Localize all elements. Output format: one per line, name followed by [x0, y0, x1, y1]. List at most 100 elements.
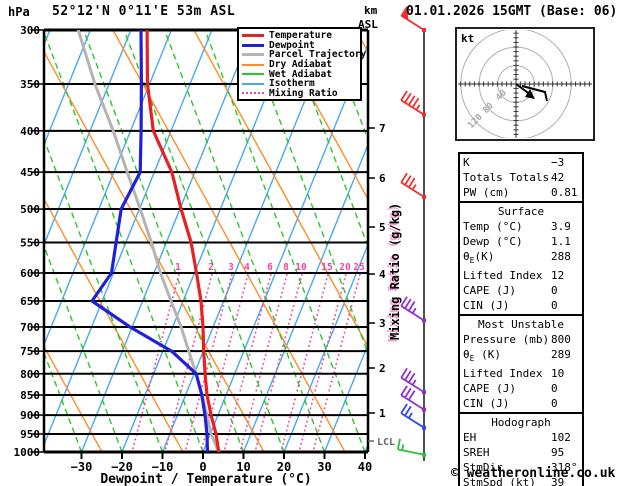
svg-text:3: 3 — [228, 262, 234, 273]
legend-swatch-temperature — [242, 34, 264, 38]
legend-item: Wet Adiabat — [242, 68, 360, 80]
svg-text:25: 25 — [353, 262, 365, 273]
svg-text:Mixing Ratio (g/kg): Mixing Ratio (g/kg) — [386, 205, 400, 342]
table-row: PW (cm) 0.81 — [463, 185, 579, 200]
svg-text:950: 950 — [20, 428, 40, 441]
svg-text:6: 6 — [267, 262, 273, 273]
wind-barb — [400, 296, 426, 323]
table-row-value: 1.1 — [551, 235, 571, 248]
svg-text:4: 4 — [244, 262, 250, 273]
svg-text:10: 10 — [295, 262, 307, 273]
svg-text:1: 1 — [379, 407, 386, 420]
legend-label: Isotherm — [269, 78, 315, 90]
table-row: CIN (J) 0 — [463, 298, 579, 313]
table-section-surface: Surface Temp (°C) 3.9 Dewp (°C) 1.1 θE(K) 288 L… — [458, 201, 584, 317]
table-row-value: 42 — [551, 171, 565, 184]
svg-text:1: 1 — [175, 262, 181, 273]
legend-label: Mixing Ratio — [269, 87, 338, 99]
table-row-label: Totals Totals — [463, 171, 550, 184]
table-row-label: θE (K) — [463, 348, 501, 364]
table-row: Dewp (°C) 1.1 — [463, 234, 579, 249]
dewpoint-curve — [90, 30, 210, 452]
svg-text:700: 700 — [20, 321, 40, 334]
table-row: Lifted Index 12 — [463, 268, 579, 283]
legend-swatch-dry_adiabat — [242, 63, 264, 66]
table-row-label: Pressure (mb) — [463, 333, 550, 347]
wind-barb — [400, 172, 426, 199]
svg-text:5: 5 — [379, 221, 386, 234]
svg-text:hPa: hPa — [8, 5, 30, 19]
svg-text:3: 3 — [379, 317, 386, 330]
table-row-value: 318° — [551, 461, 578, 475]
table-row-value: 95 — [551, 446, 565, 460]
legend-item: Parcel Trajectory — [242, 49, 366, 60]
legend-swatch-wet_adiabat — [242, 73, 264, 76]
legend-item: Dewpoint — [242, 40, 360, 51]
legend-item: Temperature — [242, 30, 360, 41]
svg-text:850: 850 — [20, 389, 40, 402]
table-row-label: StmDir — [463, 461, 503, 475]
table-row: EH 102 — [463, 430, 579, 445]
table-row-label: StmSpd (kt) — [463, 476, 536, 486]
table-row-value: 289 — [551, 348, 571, 362]
hodograph-trace-branch — [521, 85, 548, 102]
svg-text:15: 15 — [321, 262, 333, 273]
svg-text:−30: −30 — [71, 460, 93, 474]
legend-swatch-isotherm — [242, 82, 264, 85]
table-row-label: CIN (J) — [463, 299, 510, 313]
table-row-label: Temp (°C) — [463, 220, 523, 233]
table-row: K −3 — [463, 155, 579, 170]
wind-barb — [400, 403, 426, 430]
table-row-value: 3.9 — [551, 220, 571, 233]
svg-text:350: 350 — [20, 78, 40, 91]
legend-swatch-mixing_ratio — [242, 92, 264, 95]
table-row-value: 0.81 — [551, 186, 578, 199]
svg-text:8: 8 — [283, 262, 289, 273]
table-row: CIN (J) 0 — [463, 396, 579, 411]
svg-text:300: 300 — [20, 24, 40, 37]
run-datetime: 01.01.2026 15GMT (Base: 06) — [406, 4, 618, 19]
table-row-label: CIN (J) — [463, 397, 510, 411]
legend-label: Wet Adiabat — [269, 68, 332, 80]
table-row: StmDir 318° — [463, 460, 579, 475]
svg-text:450: 450 — [20, 166, 40, 179]
legend-item: Mixing Ratio — [242, 87, 360, 99]
table-row-value: 800 — [551, 333, 571, 347]
wind-barb — [400, 90, 426, 117]
svg-text:2: 2 — [208, 262, 214, 273]
svg-text:20: 20 — [277, 460, 291, 474]
svg-text:7: 7 — [379, 122, 386, 135]
table-row-label: K — [463, 156, 470, 169]
table-row-value: 0 — [551, 382, 558, 396]
mixing-ratio-labels: 1 2 3 4 6 8 10 15 20 25 Mixing Ratio (g/kg)Mixing … — [175, 203, 402, 342]
svg-text:ASL: ASL — [358, 18, 378, 31]
svg-text:20: 20 — [339, 262, 351, 273]
table-row: StmSpd (kt) 39 — [463, 475, 579, 486]
table-row-value: 0 — [551, 397, 558, 411]
table-row-value: 0 — [551, 284, 558, 298]
table-row: Totals Totals 42 — [463, 170, 579, 185]
svg-text:400: 400 — [20, 125, 40, 138]
svg-text:Mixing Ratio (g/kg): Mixing Ratio (g/kg) — [388, 203, 402, 340]
table-section-hodograph: Hodograph EH 102 SREH 95 StmDir 318° StmSpd (kt… — [458, 412, 584, 486]
svg-text:−20: −20 — [111, 460, 133, 474]
wind-barbs — [396, 5, 426, 457]
legend: Temperature Dewpoint Parcel Trajectory Dry … — [237, 27, 366, 101]
svg-text:550: 550 — [20, 236, 40, 249]
svg-text:900: 900 — [20, 409, 40, 422]
hodograph-arrowhead — [525, 89, 535, 99]
table-row-value: −3 — [551, 156, 565, 169]
station-title: 52°12'N 0°11'E 53m ASL — [52, 4, 236, 19]
table-row-value: 102 — [551, 431, 571, 445]
table-row: SREH 95 — [463, 445, 579, 460]
table-row-label: Lifted Index — [463, 269, 543, 283]
table-section-title: Hodograph — [491, 416, 551, 430]
svg-text:500: 500 — [20, 203, 40, 216]
copyright-credit: © weatheronline.co.uk — [451, 466, 616, 481]
table-row-label: θE(K) — [463, 250, 495, 266]
table-section-title: Most Unstable — [477, 318, 565, 332]
legend-label: Dry Adiabat — [269, 59, 332, 71]
table-row: θE (K) 289 — [463, 347, 579, 366]
